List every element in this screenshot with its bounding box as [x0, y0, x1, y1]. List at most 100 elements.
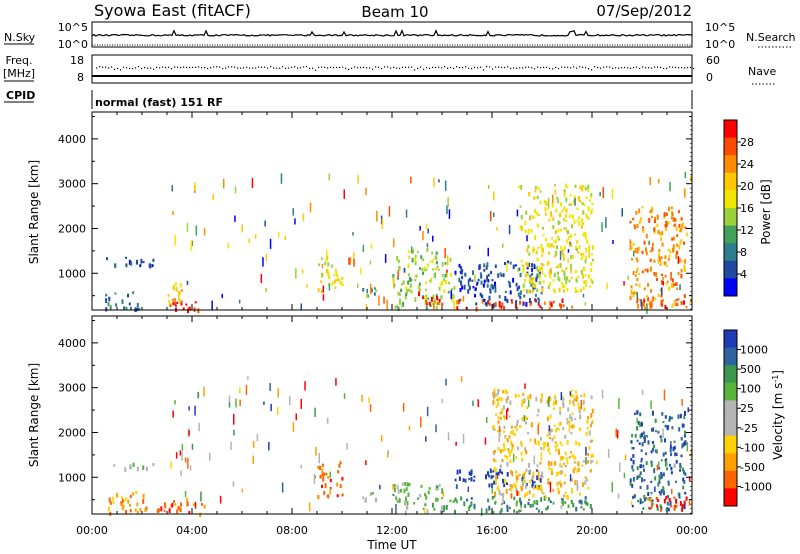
power-echo-cell	[467, 279, 470, 287]
nave-dot	[582, 66, 584, 68]
velocity-echo-cell	[174, 400, 176, 405]
velocity-echo-cell	[163, 502, 166, 507]
velocity-echo-cell	[497, 471, 500, 476]
nave-dot	[282, 66, 284, 68]
velocity-echo-cell	[683, 504, 686, 510]
power-echo-cell	[637, 303, 640, 309]
power-echo-cell	[490, 283, 493, 287]
power-echo-cell	[431, 259, 434, 264]
power-echo-cell	[415, 274, 418, 278]
power-echo-cell	[563, 272, 566, 277]
power-echo-cell	[672, 244, 675, 249]
nave-dot	[618, 67, 620, 69]
velocity-echo-cell	[549, 415, 552, 419]
velocity-echo-cell	[589, 439, 592, 443]
power-echo-cell	[664, 274, 667, 278]
power-echo-cell	[107, 302, 110, 307]
velocity-echo-cell	[329, 478, 332, 483]
power-echo-cell	[453, 305, 456, 310]
power-echo-cell	[571, 305, 574, 309]
power-echo-cell	[436, 302, 439, 305]
velocity-echo-cell	[551, 470, 553, 475]
power-echo-cell	[638, 246, 641, 251]
velocity-echo-cell	[636, 426, 639, 431]
power-echo-cell	[517, 292, 520, 297]
velocity-echo-cell	[533, 455, 535, 465]
power-echo-cell	[405, 292, 408, 296]
velocity-echo-cell	[663, 490, 665, 496]
nave-dot	[183, 66, 185, 68]
power-colorbar-label: 24	[740, 158, 754, 171]
velocity-echo-cell	[535, 500, 538, 504]
power-echo-cell	[324, 262, 327, 266]
power-echo-cell	[585, 247, 588, 253]
power-echo-cell	[579, 200, 582, 203]
power-echo-cell	[388, 206, 391, 217]
velocity-echo-cell	[618, 397, 620, 409]
power-echo-cell	[484, 302, 487, 306]
power-echo-cell	[444, 262, 447, 265]
nave-dot	[168, 66, 170, 68]
power-echo-cell	[335, 279, 338, 282]
power-echo-cell	[435, 305, 438, 310]
velocity-echo-cell	[500, 508, 503, 513]
velocity-echo-cell	[564, 434, 567, 439]
power-echo-cell	[414, 254, 417, 258]
power-echo-cell	[634, 248, 637, 253]
velocity-echo-cell	[536, 475, 539, 481]
velocity-echo-cell	[643, 494, 646, 499]
power-echo-cell	[573, 233, 576, 236]
nave-dot	[558, 68, 560, 70]
velocity-echo-cell	[233, 413, 235, 425]
velocity-echo-cell	[562, 427, 565, 431]
velocity-echo-cell	[194, 501, 197, 509]
power-echo-cell	[212, 194, 214, 201]
power-echo-cell	[400, 288, 403, 292]
velocity-echo-cell	[666, 425, 669, 431]
power-echo-cell	[643, 240, 646, 245]
velocity-echo-cell	[129, 504, 131, 507]
power-colorbar-label: 16	[740, 202, 754, 215]
velocity-echo-cell	[507, 448, 510, 451]
nave-dot	[261, 66, 263, 68]
velocity-echo-cell	[555, 448, 557, 452]
velocity-echo-cell	[574, 480, 577, 486]
nave-dot	[366, 67, 368, 69]
power-echo-cell	[665, 282, 668, 286]
power-echo-cell	[563, 289, 565, 293]
nave-dot	[678, 67, 680, 69]
power-echo-cell	[195, 225, 198, 236]
power-echo-cell	[435, 256, 438, 260]
power-echo-cell	[439, 283, 442, 287]
velocity-echo-cell	[641, 442, 644, 447]
nave-dot	[327, 67, 329, 69]
velocity-echo-cell	[545, 507, 548, 511]
power-echo-cell	[652, 242, 654, 247]
velocity-echo-cell	[658, 461, 660, 467]
power-echo-cell	[468, 285, 471, 291]
nave-dot	[273, 67, 275, 69]
velocity-echo-cell	[535, 507, 538, 510]
velocity-echo-cell	[660, 506, 663, 511]
velocity-echo-cell	[515, 479, 518, 483]
power-echo-cell	[459, 288, 462, 292]
power-echo-cell	[327, 262, 330, 267]
power-echo-cell	[437, 268, 440, 271]
velocity-echo-cell	[539, 461, 542, 465]
power-echo-cell	[680, 269, 683, 273]
power-echo-cell	[105, 307, 108, 312]
velocity-echo-cell	[319, 465, 321, 470]
power-echo-cell	[641, 270, 644, 274]
velocity-echo-cell	[502, 448, 505, 452]
velocity-echo-cell	[678, 427, 681, 432]
freq-panel-frame	[91, 54, 693, 84]
velocity-echo-cell	[660, 459, 663, 462]
velocity-echo-cell	[393, 487, 396, 492]
velocity-echo-cell	[666, 467, 668, 471]
power-echo-cell	[412, 249, 415, 254]
power-echo-cell	[523, 294, 526, 298]
power-echo-cell	[591, 280, 594, 284]
nave-dot	[357, 67, 359, 69]
power-echo-cell	[681, 260, 684, 263]
power-echo-cell	[517, 185, 520, 188]
